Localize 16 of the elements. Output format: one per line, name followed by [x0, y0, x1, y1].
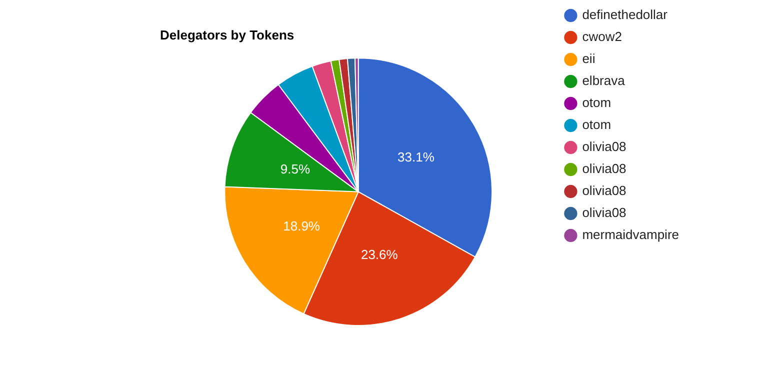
legend-label: otom [582, 95, 612, 110]
legend-label: olivia08 [582, 161, 626, 176]
data-label: 9.5% [280, 161, 310, 176]
legend-label: olivia08 [582, 183, 626, 198]
data-label: 18.9% [283, 218, 320, 234]
legend-label: olivia08 [582, 139, 626, 154]
legend-label: eii [582, 51, 596, 66]
legend-label: cwow2 [582, 29, 622, 44]
legend-label: definethedollar [582, 7, 668, 22]
legend-label: olivia08 [582, 205, 626, 220]
legend-label: otom [582, 117, 612, 132]
legend-label: elbrava [582, 73, 626, 88]
data-label: 33.1% [398, 150, 435, 165]
data-label: 23.6% [360, 246, 398, 262]
legend-label: mermaidvampire [582, 227, 680, 242]
text: Delegators by Tokens [160, 27, 294, 42]
